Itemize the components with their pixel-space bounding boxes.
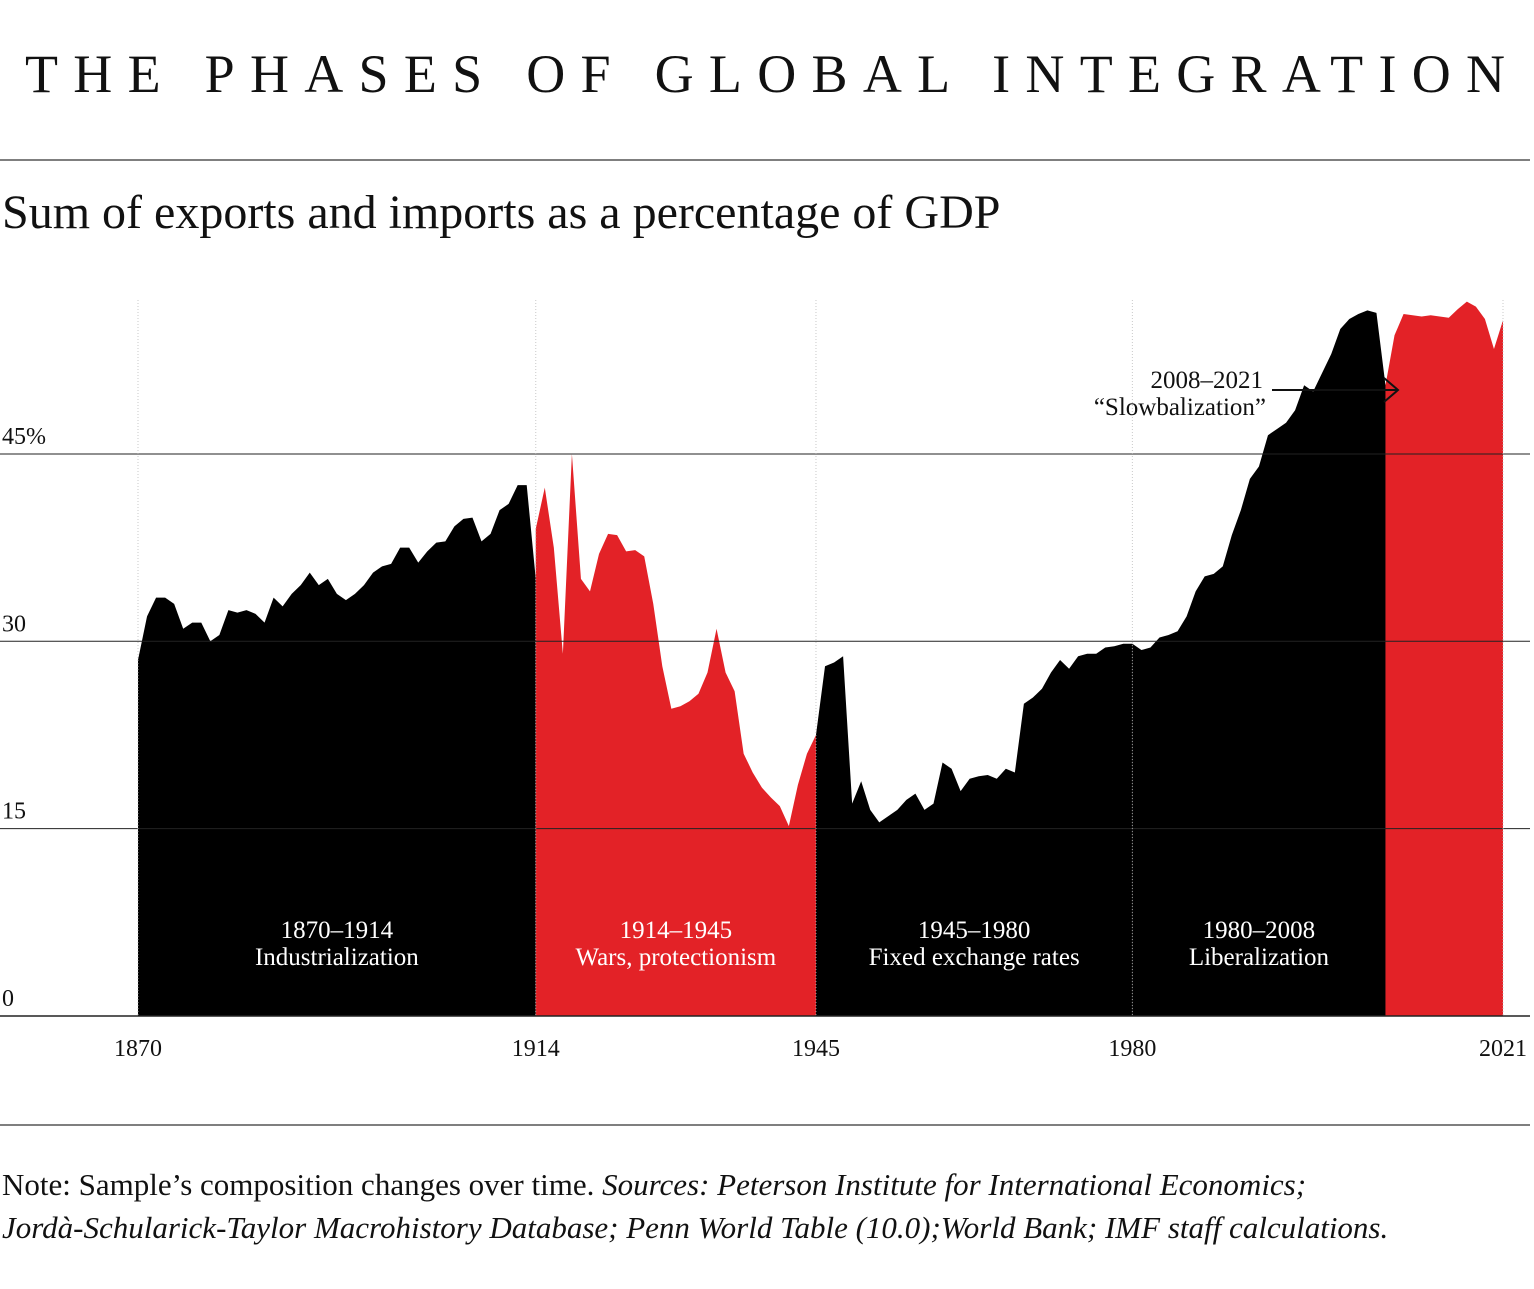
sources-text: Jordà-Schularick-Taylor Macrohistory Dat… [2,1210,1388,1245]
period-years: 1980–2008 [1203,917,1316,944]
note-text: Note: Sample’s composition changes over … [2,1167,594,1202]
period-years: 1945–1980 [918,917,1031,944]
area [1132,310,1386,1016]
period-label: Industrialization [255,944,419,971]
chart-title: THE PHASES OF GLOBAL INTEGRATION [25,44,1505,104]
area [535,453,816,1016]
y-tick-label: 30 [2,611,26,637]
arrow [1272,377,1400,403]
y-tick-label: 0 [2,986,14,1012]
period-years: 2008–2021 [1151,367,1264,394]
sources-text: Sources: Peterson Institute for Internat… [602,1167,1306,1202]
x-tick-label: 2021 [1479,1036,1527,1062]
x-tick-label: 1870 [114,1036,162,1062]
period-label: Fixed exchange rates [869,944,1080,971]
period-label: “Slowbalization” [1094,394,1266,421]
period-years: 1914–1945 [620,917,733,944]
period-label: Wars, protectionism [575,944,776,971]
period-years: 1870–1914 [281,917,394,944]
y-tick-label: 45% [2,424,46,450]
area [1385,301,1503,1016]
period-label: Liberalization [1189,944,1330,971]
area [815,643,1133,1016]
x-tick-label: 1914 [512,1036,560,1062]
note: Note: Sample’s composition changes over … [2,1167,1306,1202]
chart-subtitle: Sum of exports and imports as a percenta… [2,186,1000,239]
x-tick-label: 1945 [792,1036,840,1062]
x-tick-label: 1980 [1108,1036,1156,1062]
y-tick-label: 15 [2,799,26,825]
area [138,485,536,1016]
